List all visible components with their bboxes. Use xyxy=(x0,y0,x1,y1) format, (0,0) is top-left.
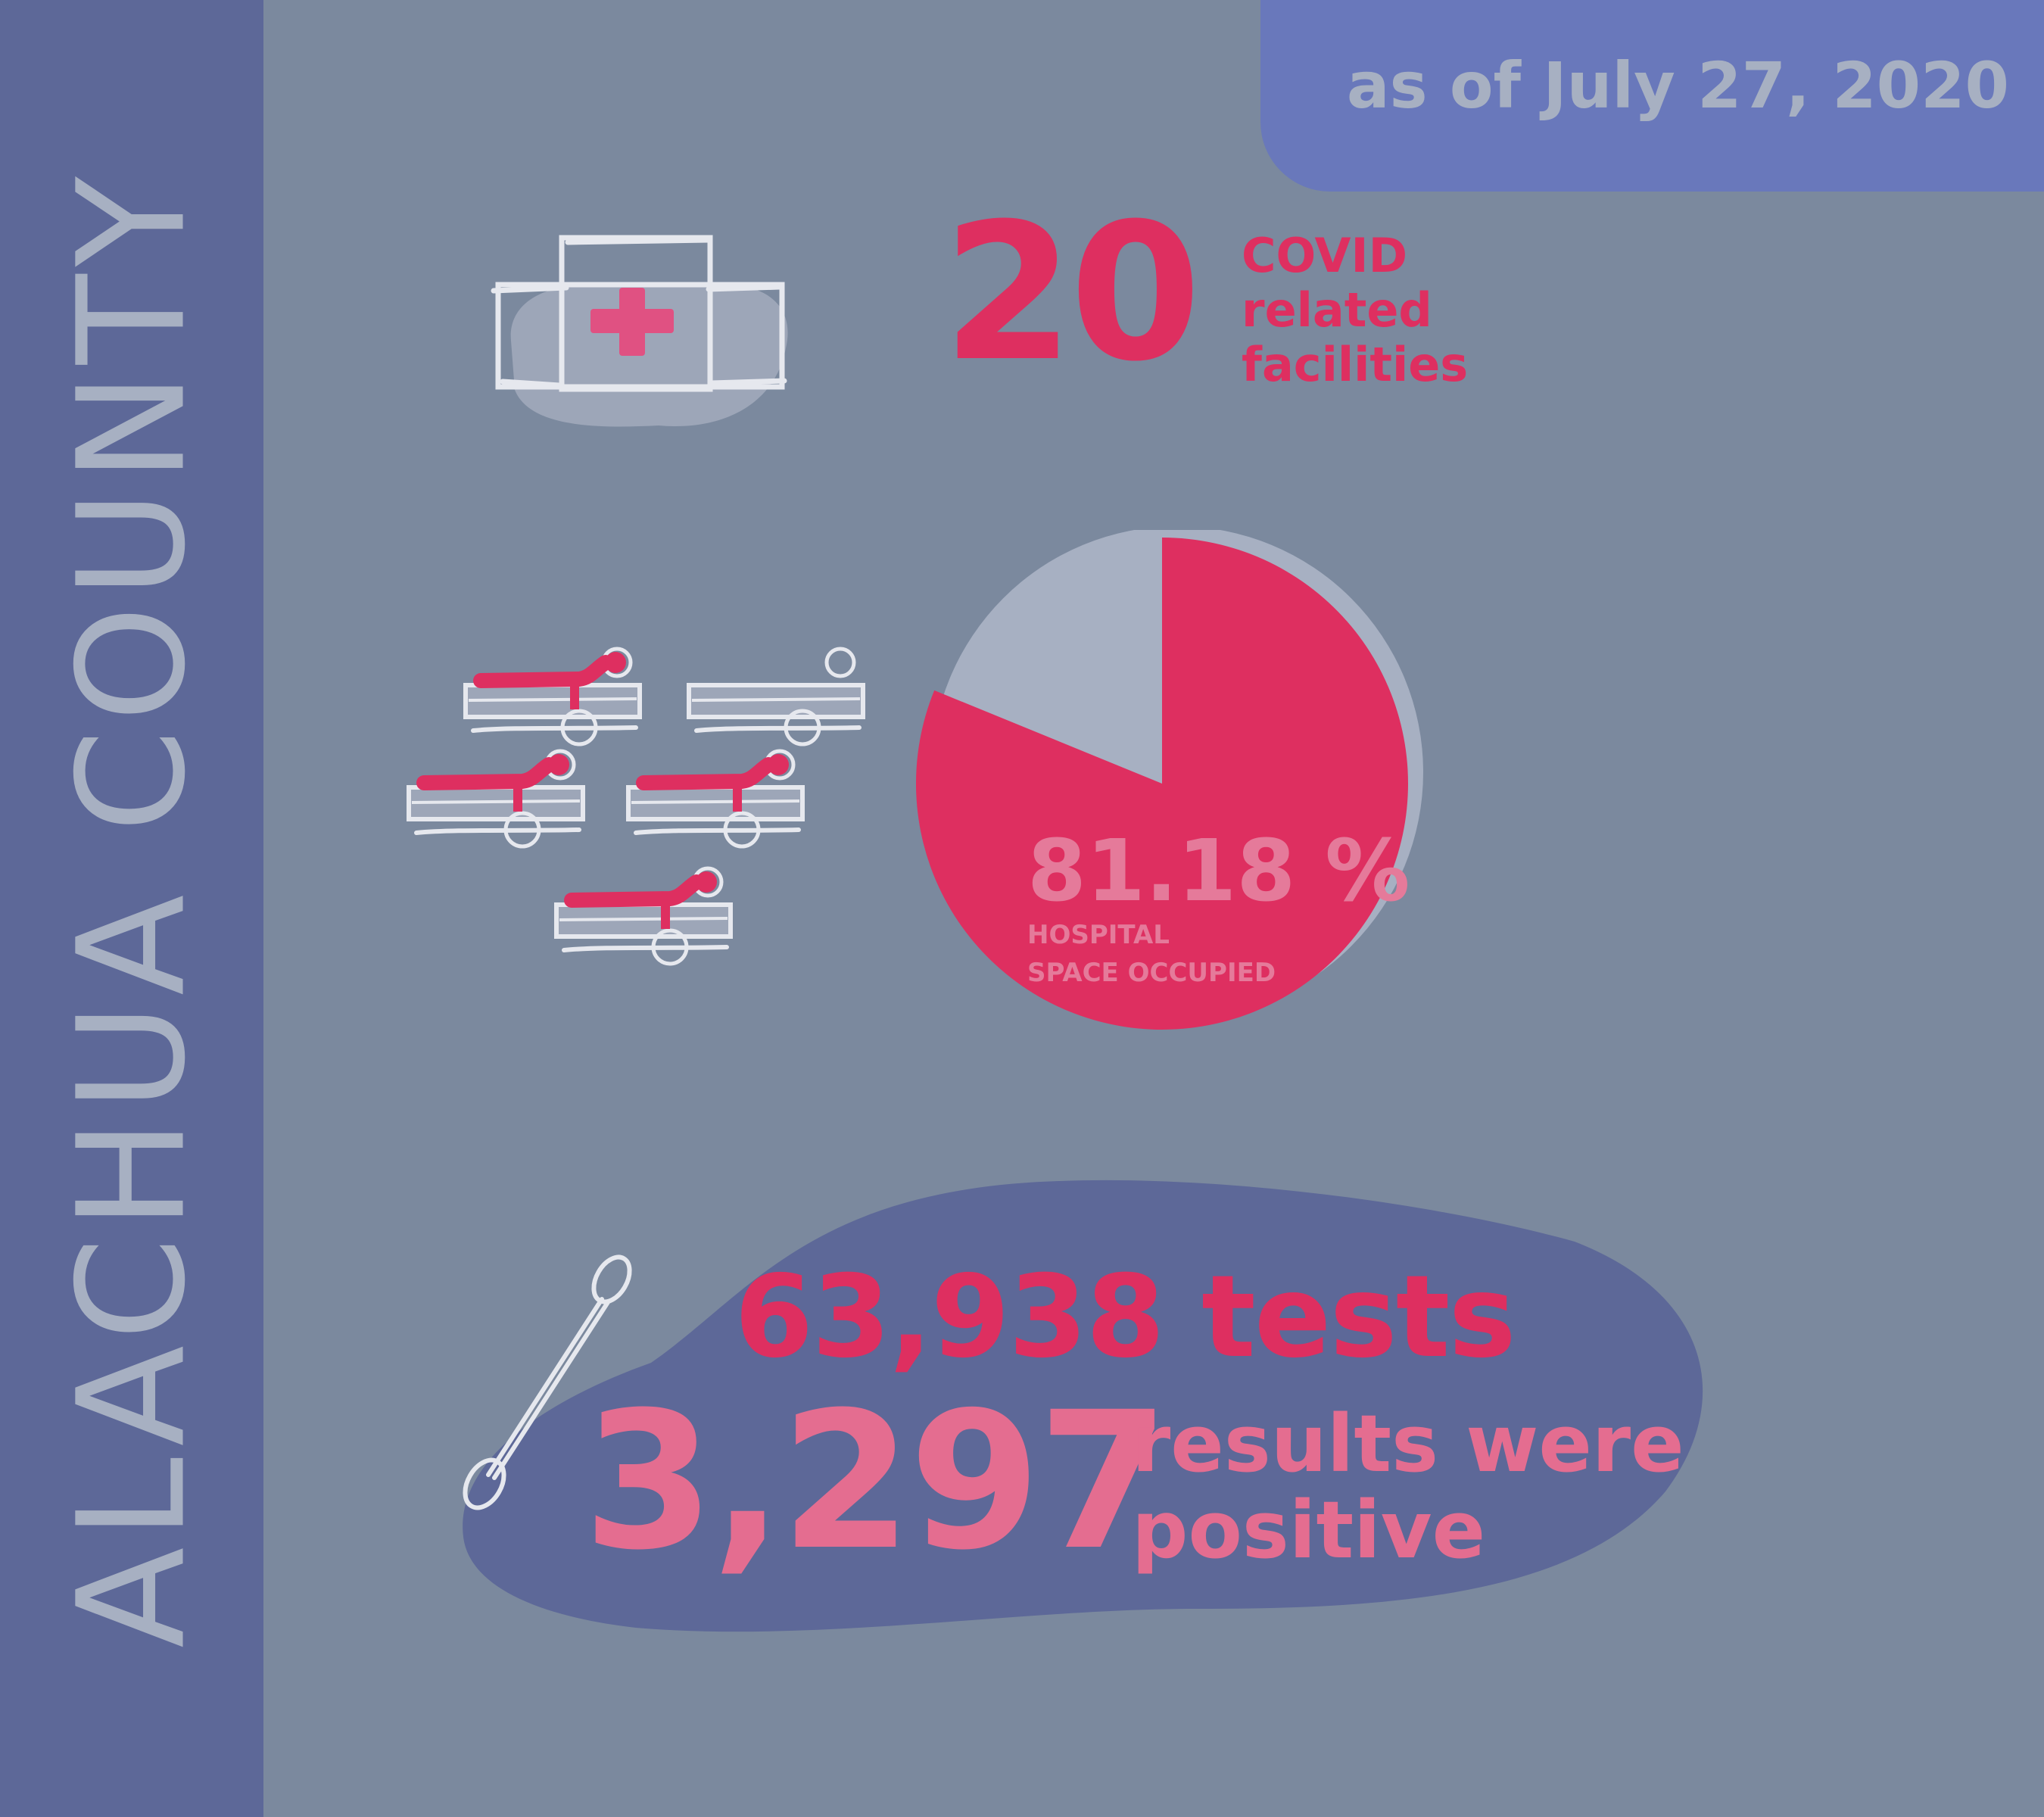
positive-label: results were positive xyxy=(1132,1401,1684,1573)
facilities-label-line1: COVID xyxy=(1242,228,1408,283)
hospital-bed-icon xyxy=(394,636,893,984)
sidebar: ALACHUA COUNTY xyxy=(0,0,263,1817)
occupancy-pie-chart xyxy=(915,530,1423,1030)
occupancy-percent: 81.18 % xyxy=(1027,822,1410,921)
occupancy-label: HOSPITAL SPACE OCCUPIED xyxy=(1027,916,1276,992)
facilities-label: COVID related facilities xyxy=(1242,229,1468,392)
county-title: ALACHUA COUNTY xyxy=(45,169,218,1648)
date-tab: as of July 27, 2020 xyxy=(1260,0,2044,192)
positive-label-line2: positive xyxy=(1132,1484,1486,1576)
facilities-label-line3: facilities xyxy=(1242,337,1469,392)
testing-blob xyxy=(463,1180,1703,1632)
occupancy-label-line1: HOSPITAL xyxy=(1027,920,1170,950)
positive-count: 3,297 xyxy=(583,1371,1170,1591)
pie-slice-occupied xyxy=(915,538,1408,1030)
cotton-swab-icon xyxy=(463,1254,632,1510)
hospital-building-icon xyxy=(491,235,788,427)
occupancy-label-line2: SPACE OCCUPIED xyxy=(1027,958,1276,988)
tests-count: 63,938 tests xyxy=(734,1251,1516,1383)
date-label: as of July 27, 2020 xyxy=(1346,48,2009,123)
positive-label-line1: results were xyxy=(1132,1398,1684,1490)
facilities-label-line2: related xyxy=(1242,282,1432,338)
facilities-count: 20 xyxy=(943,182,1201,403)
